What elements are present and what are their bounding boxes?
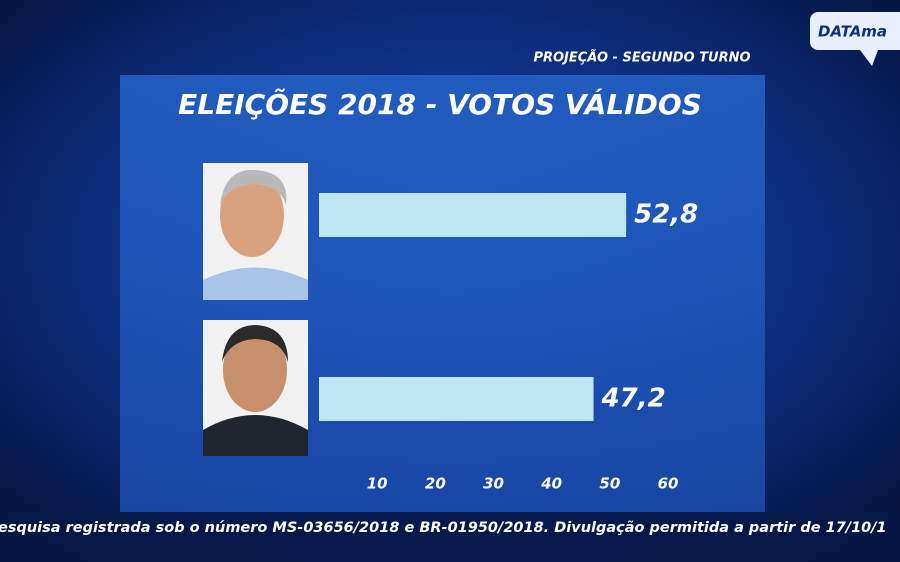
- bar: [319, 377, 594, 421]
- photo-2: [203, 320, 308, 456]
- footer-strip: [0, 512, 900, 562]
- x-tick-label: 40: [540, 475, 562, 493]
- value-label: 52,8: [634, 200, 698, 230]
- chart-title: ELEIÇÕES 2018 - VOTOS VÁLIDOS: [178, 87, 702, 121]
- bar: [319, 193, 627, 237]
- subtitle: PROJEÇÃO - SEGUNDO TURNO: [533, 50, 750, 66]
- x-tick-label: 20: [425, 475, 446, 493]
- logo: DATAma: [818, 23, 887, 41]
- x-tick-label: 50: [599, 475, 620, 493]
- photo-1: [203, 163, 308, 300]
- value-label: 47,2: [601, 384, 666, 414]
- logo-box: [810, 12, 900, 50]
- logo-tail: [860, 50, 878, 66]
- x-tick-label: 30: [483, 475, 504, 493]
- footnote: esquisa registrada sob o número MS-03656…: [0, 520, 887, 536]
- x-tick-label: 10: [367, 475, 388, 493]
- logo-badge: DATAma: [810, 12, 900, 66]
- x-tick-label: 60: [658, 475, 679, 493]
